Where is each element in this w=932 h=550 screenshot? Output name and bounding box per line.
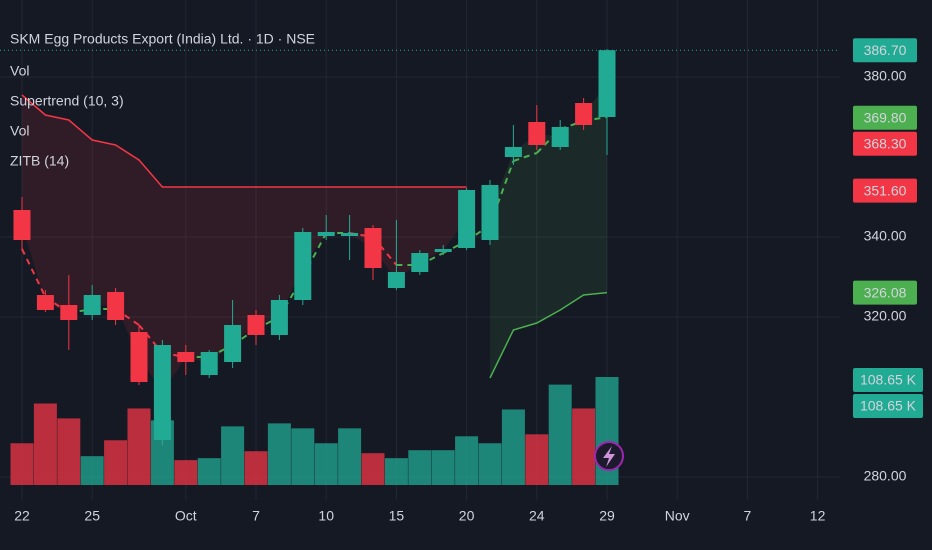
- candle-body: [317, 232, 335, 236]
- candle-body: [411, 253, 429, 272]
- price-label-box: [853, 105, 917, 130]
- zitb-segment: [21, 248, 47, 298]
- price-label: 326.08: [864, 284, 907, 300]
- candle-body: [598, 50, 616, 118]
- price-label: 386.70: [864, 42, 907, 58]
- price-label-box: [853, 131, 917, 156]
- x-tick-label: 15: [389, 508, 405, 524]
- x-tick-label: 12: [810, 508, 826, 524]
- volume-bar: [104, 440, 128, 485]
- x-tick-label: 7: [744, 508, 752, 524]
- y-tick-label: 280.00: [864, 468, 907, 484]
- volume-bar: [431, 450, 455, 485]
- x-tick-label: 25: [84, 508, 100, 524]
- x-tick-label: 29: [599, 508, 615, 524]
- volume-label-box: [853, 368, 923, 392]
- candle-body: [130, 332, 148, 382]
- legend-item: Supertrend (10, 3): [10, 93, 124, 109]
- volume-bar: [338, 428, 362, 485]
- y-tick-label: 320.00: [864, 308, 907, 324]
- volume-bar: [80, 456, 104, 485]
- volume-bar: [548, 384, 572, 485]
- volume-bar: [127, 408, 151, 485]
- volume-bar: [33, 403, 57, 485]
- volume-bar: [478, 443, 502, 485]
- volume-label-box: [853, 394, 923, 418]
- volume-label: 108.65 K: [860, 372, 917, 388]
- volume-bar: [525, 434, 549, 485]
- volume-bar: [10, 443, 34, 485]
- volume-bar: [384, 458, 408, 485]
- price-label: 351.60: [864, 182, 907, 198]
- volume-bar: [244, 451, 268, 485]
- candle-body: [481, 185, 499, 240]
- trend-fill: [22, 95, 467, 393]
- volume-bar: [572, 408, 596, 485]
- x-tick-label: 20: [459, 508, 475, 524]
- volume-bar: [174, 460, 198, 485]
- candle-body: [294, 232, 312, 300]
- candle-body: [551, 127, 569, 147]
- volume-bar: [221, 426, 245, 485]
- candle-body: [200, 352, 218, 375]
- candle-body: [36, 295, 54, 310]
- legend-item: Vol: [10, 123, 29, 139]
- candle-body: [458, 190, 476, 248]
- x-tick-label: 10: [318, 508, 334, 524]
- x-tick-label: 24: [529, 508, 545, 524]
- candle-body: [504, 147, 522, 157]
- volume-bar: [291, 428, 315, 485]
- candle-body: [387, 272, 405, 288]
- x-tick-label: 22: [14, 508, 30, 524]
- x-tick-label: Nov: [665, 508, 690, 524]
- chart-title: SKM Egg Products Export (India) Ltd. · 1…: [10, 31, 315, 47]
- price-label-box: [853, 38, 917, 63]
- supertrend-lower: [489, 291, 608, 379]
- supertrend-upper: [21, 94, 467, 188]
- volume-bar: [408, 450, 432, 485]
- candle-body: [575, 103, 593, 125]
- candle-body: [107, 292, 125, 320]
- volume-bar: [501, 409, 525, 485]
- y-tick-label: 340.00: [864, 228, 907, 244]
- zitb-segment: [301, 232, 328, 278]
- candle-body: [13, 210, 31, 240]
- volume-bar: [197, 458, 221, 485]
- candle-body: [364, 228, 382, 268]
- price-label: 368.30: [864, 136, 907, 152]
- x-tick-label: 7: [252, 508, 260, 524]
- candle-body: [83, 295, 101, 315]
- candle-body: [60, 305, 78, 320]
- volume-bar: [361, 453, 385, 485]
- volume-bar: [57, 418, 81, 485]
- trend-fill: [490, 83, 607, 378]
- lightning: [603, 446, 615, 467]
- candle-body: [528, 122, 546, 145]
- price-label-box: [853, 280, 917, 305]
- candle-body: [247, 315, 265, 335]
- x-tick-label: Oct: [175, 508, 197, 524]
- candle-body: [270, 300, 288, 335]
- y-tick-label: 380.00: [864, 68, 907, 84]
- candle-body: [224, 325, 242, 362]
- candle-body: [434, 249, 452, 252]
- price-label-box: [853, 178, 917, 203]
- legend-item: ZITB (14): [10, 153, 69, 169]
- volume-label: 108.65 K: [860, 398, 917, 414]
- volume-bar: [314, 443, 338, 485]
- candle-body: [341, 233, 359, 236]
- legend-item: Vol: [10, 63, 29, 79]
- candle-body: [177, 352, 195, 362]
- candle-body: [153, 345, 171, 440]
- volume-bar: [455, 436, 479, 485]
- volume-bar: [267, 423, 291, 485]
- zitb-segment: [513, 152, 538, 162]
- price-label: 369.80: [864, 110, 907, 126]
